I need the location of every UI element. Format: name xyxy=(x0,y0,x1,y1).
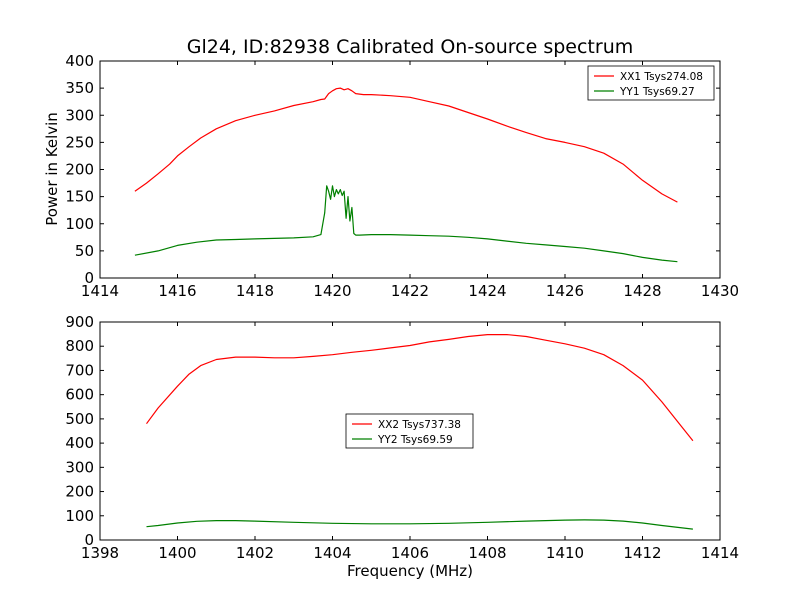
bottom-series-line-1 xyxy=(146,334,694,442)
bottom-x-tick-label: 1410 xyxy=(546,544,584,562)
bottom-x-tick-label: 1406 xyxy=(391,544,429,562)
top-series-line-2 xyxy=(134,185,678,263)
top-x-tick-label: 1422 xyxy=(391,282,429,300)
top-x-tick-label: 1418 xyxy=(236,282,274,300)
top-legend-box xyxy=(587,65,715,101)
chart-title: Gl24, ID:82938 Calibrated On-source spec… xyxy=(187,36,634,58)
bottom-series-line-2 xyxy=(146,519,693,530)
bottom-legend-box xyxy=(345,413,474,449)
top-y-tick-label: 50 xyxy=(75,242,94,260)
top-y-tick-label: 400 xyxy=(65,52,94,70)
top-x-tick-label: 1428 xyxy=(623,282,661,300)
top-x-tick-label: 1430 xyxy=(701,282,739,300)
top-x-tick-label: 1426 xyxy=(546,282,584,300)
bottom-x-tick-label: 1398 xyxy=(81,544,119,562)
top-y-tick-label: 100 xyxy=(65,215,94,233)
top-y-tick-label: 0 xyxy=(84,269,94,287)
top-legend: XX1 Tsys274.08 YY1 Tsys69.27 xyxy=(587,65,715,101)
bottom-x-tick-label: 1412 xyxy=(623,544,661,562)
bottom-x-tick-label: 1402 xyxy=(236,544,274,562)
top-legend-label: XX1 Tsys274.08 xyxy=(620,71,703,83)
bottom-y-tick-label: 200 xyxy=(65,483,94,501)
bottom-y-tick-label: 800 xyxy=(65,337,94,355)
bottom-panel: 1398 1400 1402 1404 1406 1408 1410 1412 1414 0 100… xyxy=(65,313,739,562)
bottom-y-tick-label: 600 xyxy=(65,386,94,404)
top-panel: 1414 1416 1418 1420 1422 1424 1426 1428 1430 0 50 1… xyxy=(65,52,739,300)
bottom-legend: XX2 Tsys737.38 YY2 Tsys69.59 xyxy=(345,413,474,449)
bottom-y-tick-label: 700 xyxy=(65,361,94,379)
top-x-tick-label: 1414 xyxy=(81,282,119,300)
top-x-tick-label: 1420 xyxy=(313,282,351,300)
top-x-tick-label: 1424 xyxy=(468,282,506,300)
top-y-tick-label: 150 xyxy=(65,188,94,206)
top-x-tick-label: 1416 xyxy=(158,282,196,300)
bottom-x-tick-label: 1408 xyxy=(468,544,506,562)
top-y-tick-label: 300 xyxy=(65,106,94,124)
bottom-x-tick-label: 1404 xyxy=(313,544,351,562)
bottom-legend-label: YY2 Tsys69.59 xyxy=(377,434,453,446)
bottom-y-tick-label: 400 xyxy=(65,434,94,452)
bottom-x-tick-label: 1400 xyxy=(158,544,196,562)
bottom-y-tick-label: 300 xyxy=(65,458,94,476)
bottom-x-tick-label: 1414 xyxy=(701,544,739,562)
top-y-tick-label: 200 xyxy=(65,161,94,179)
top-legend-label: YY1 Tsys69.27 xyxy=(619,86,695,98)
x-axis-label: Frequency (MHz) xyxy=(347,562,473,580)
top-series-line-1 xyxy=(134,87,678,203)
top-y-tick-label: 350 xyxy=(65,79,94,97)
bottom-y-tick-label: 100 xyxy=(65,507,94,525)
bottom-y-tick-label: 0 xyxy=(84,531,94,549)
bottom-y-tick-label: 900 xyxy=(65,313,94,331)
y-axis-label: Power in Kelvin xyxy=(43,112,61,226)
bottom-y-tick-label: 500 xyxy=(65,410,94,428)
top-y-tick-label: 250 xyxy=(65,133,94,151)
bottom-legend-label: XX2 Tsys737.38 xyxy=(378,419,461,431)
